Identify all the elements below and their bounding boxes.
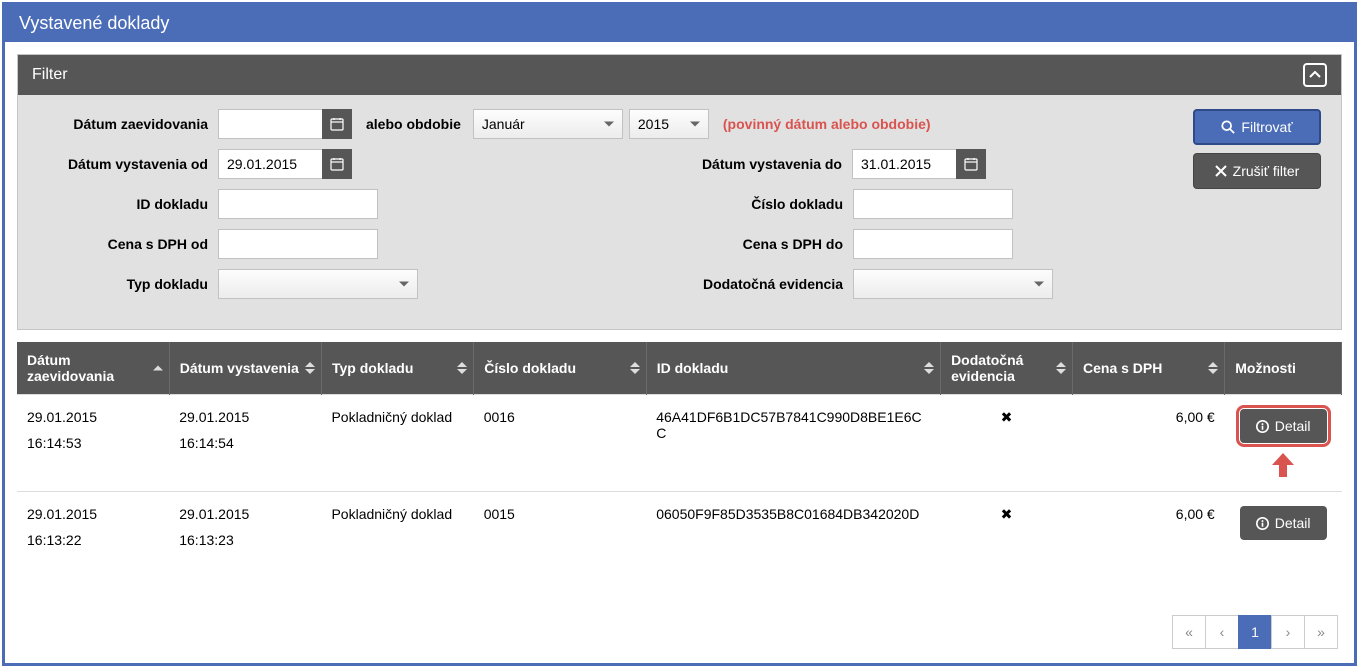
table-header-row: Dátum zaevidovania Dátum vystavenia Typ … — [17, 342, 1342, 395]
main-panel: Vystavené doklady Filter Filtrovať Zruši… — [2, 2, 1357, 666]
th-moznosti: Možnosti — [1225, 342, 1342, 395]
input-datum-od[interactable] — [218, 149, 323, 179]
calendar-button[interactable] — [956, 149, 986, 179]
filter-row: Dátum vystavenia od Dátum vystavenia do — [38, 149, 1321, 179]
cell-id: 06050F9F85D3535B8C01684DB342020D — [646, 492, 940, 563]
calendar-icon — [330, 117, 344, 131]
hint-required: (povinný dátum alebo obdobie) — [723, 116, 931, 132]
filter-row: ID dokladu Číslo dokladu — [38, 189, 1321, 219]
cancel-filter-button[interactable]: Zrušiť filter — [1193, 153, 1321, 189]
detail-button[interactable]: Detail — [1240, 506, 1327, 540]
select-month[interactable]: Január — [473, 109, 623, 139]
label-datum-zaevidovania: Dátum zaevidovania — [38, 116, 218, 132]
th-datum-vystavenia[interactable]: Dátum vystavenia — [169, 342, 321, 395]
calendar-button[interactable] — [322, 109, 352, 139]
input-cena-od[interactable] — [218, 229, 378, 259]
cell-cislo: 0016 — [474, 395, 647, 492]
filter-title: Filter — [32, 66, 68, 84]
label-cislo-dokladu: Číslo dokladu — [528, 196, 853, 212]
sort-icon — [1056, 362, 1066, 374]
calendar-button[interactable] — [322, 149, 352, 179]
sort-icon — [153, 366, 163, 371]
select-year[interactable]: 2015 — [629, 109, 709, 139]
th-datum-zaevidovania[interactable]: Dátum zaevidovania — [17, 342, 169, 395]
label-id-dokladu: ID dokladu — [38, 196, 218, 212]
detail-label: Detail — [1275, 418, 1311, 434]
cell-evidencia: ✖ — [941, 395, 1073, 492]
input-cislo-dokladu[interactable] — [853, 189, 1013, 219]
cell-typ: Pokladničný doklad — [321, 395, 473, 492]
detail-label: Detail — [1275, 515, 1311, 531]
cell-datum-vystavenia: 29.01.201516:14:54 — [169, 395, 321, 492]
sort-icon — [1208, 362, 1218, 374]
detail-button[interactable]: Detail — [1240, 409, 1327, 443]
cell-evidencia: ✖ — [941, 492, 1073, 563]
cell-datum-vystavenia: 29.01.201516:13:23 — [169, 492, 321, 563]
close-icon — [1215, 165, 1227, 177]
sort-icon — [924, 362, 934, 374]
th-cislo-dokladu[interactable]: Číslo dokladu — [474, 342, 647, 395]
filter-row: Cena s DPH od Cena s DPH do — [38, 229, 1321, 259]
table-row: 29.01.201516:14:5329.01.201516:14:54Pokl… — [17, 395, 1342, 492]
pagination: « ‹ 1 › » — [1173, 615, 1338, 649]
page-title: Vystavené doklady — [5, 5, 1354, 42]
sort-icon — [630, 362, 640, 374]
cell-typ: Pokladničný doklad — [321, 492, 473, 563]
filter-row: Typ dokladu Dodatočná evidencia — [38, 269, 1321, 299]
arrow-up-icon — [1269, 453, 1297, 477]
label-cena-od: Cena s DPH od — [38, 236, 218, 252]
page-first[interactable]: « — [1172, 615, 1206, 649]
label-cena-do: Cena s DPH do — [528, 236, 853, 252]
info-icon — [1256, 420, 1269, 433]
cell-moznosti: Detail — [1225, 492, 1342, 563]
input-id-dokladu[interactable] — [218, 189, 378, 219]
label-dodatocna-evidencia: Dodatočná evidencia — [568, 276, 853, 292]
table-row: 29.01.201516:13:2229.01.201516:13:23Pokl… — [17, 492, 1342, 563]
info-icon — [1256, 517, 1269, 530]
cell-id: 46A41DF6B1DC57B7841C990D8BE1E6CC — [646, 395, 940, 492]
th-id-dokladu[interactable]: ID dokladu — [646, 342, 940, 395]
input-datum-zaevidovania[interactable] — [218, 109, 323, 139]
label-alebo-obdobie: alebo obdobie — [366, 116, 461, 132]
page-last[interactable]: » — [1304, 615, 1338, 649]
select-typ-dokladu[interactable] — [218, 269, 418, 299]
label-typ-dokladu: Typ dokladu — [38, 276, 218, 292]
th-cena[interactable]: Cena s DPH — [1073, 342, 1225, 395]
filter-panel: Filter Filtrovať Zrušiť filter Dátum zae… — [17, 54, 1342, 330]
label-datum-do: Dátum vystavenia do — [502, 156, 852, 172]
page-prev[interactable]: ‹ — [1205, 615, 1239, 649]
collapse-icon[interactable] — [1303, 63, 1327, 87]
search-icon — [1221, 120, 1235, 134]
sort-icon — [305, 362, 315, 374]
cell-cena: 6,00 € — [1073, 492, 1225, 563]
filter-row: Dátum zaevidovania alebo obdobie Január … — [38, 109, 1321, 139]
calendar-icon — [330, 157, 344, 171]
th-typ-dokladu[interactable]: Typ dokladu — [321, 342, 473, 395]
filter-body: Filtrovať Zrušiť filter Dátum zaevidovan… — [18, 95, 1341, 329]
th-dodatocna-evidencia[interactable]: Dodatočná evidencia — [941, 342, 1073, 395]
cancel-filter-label: Zrušiť filter — [1233, 163, 1300, 179]
calendar-icon — [964, 157, 978, 171]
select-dodatocna-evidencia[interactable] — [853, 269, 1053, 299]
label-datum-od: Dátum vystavenia od — [38, 156, 218, 172]
filter-actions: Filtrovať Zrušiť filter — [1193, 109, 1321, 197]
cell-moznosti: Detail — [1225, 395, 1342, 492]
sort-icon — [457, 362, 467, 374]
cell-cena: 6,00 € — [1073, 395, 1225, 492]
cell-datum-zaevidovania: 29.01.201516:13:22 — [17, 492, 169, 563]
filter-button[interactable]: Filtrovať — [1193, 109, 1321, 145]
filter-button-label: Filtrovať — [1241, 119, 1292, 135]
cell-cislo: 0015 — [474, 492, 647, 563]
page-next[interactable]: › — [1271, 615, 1305, 649]
input-cena-do[interactable] — [853, 229, 1013, 259]
results-table: Dátum zaevidovania Dátum vystavenia Typ … — [17, 342, 1342, 562]
filter-header: Filter — [18, 55, 1341, 95]
page-current[interactable]: 1 — [1238, 615, 1272, 649]
cell-datum-zaevidovania: 29.01.201516:14:53 — [17, 395, 169, 492]
input-datum-do[interactable] — [852, 149, 957, 179]
